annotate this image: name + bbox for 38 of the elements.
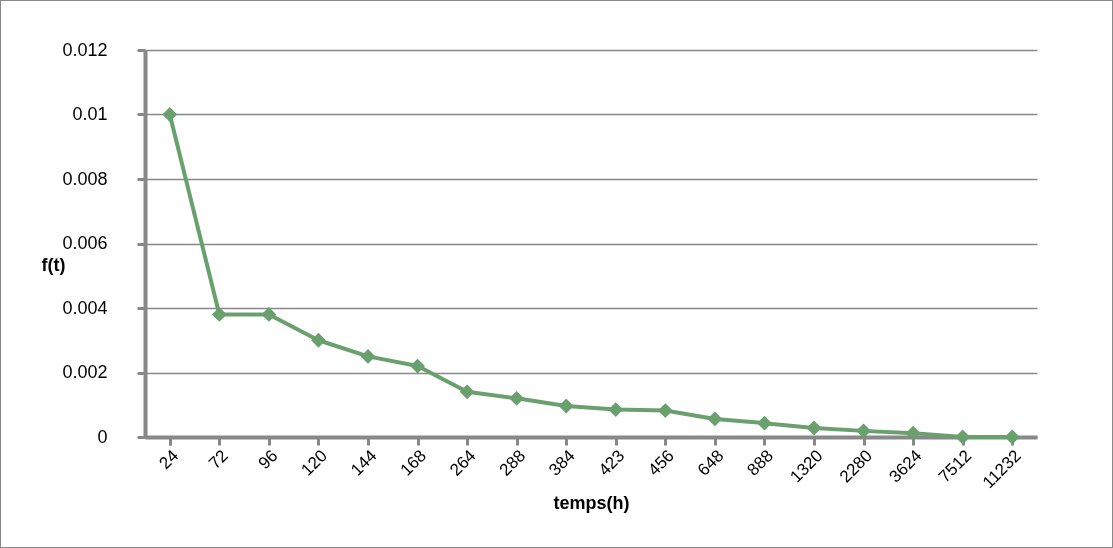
y-tick-label: 0.002	[62, 362, 108, 382]
point	[657, 403, 673, 418]
point	[261, 307, 277, 322]
x-tick-label: 384	[545, 446, 579, 480]
x-tick-label: 648	[693, 446, 728, 480]
x-tick-label: 24	[155, 446, 183, 473]
point	[211, 307, 227, 322]
y-tick-label: 0.008	[62, 168, 108, 189]
point	[162, 107, 178, 122]
y-tick-label: 0.004	[62, 297, 108, 318]
x-tick-label: 264	[446, 446, 480, 480]
point	[757, 415, 772, 431]
x-axis-title: temps(h)	[553, 493, 630, 514]
point	[707, 411, 723, 427]
x-tick-label: 168	[396, 446, 431, 480]
x-tick-label: 72	[205, 446, 232, 473]
y-axis-title: f(t)	[41, 254, 66, 275]
x-tick-label: 888	[743, 446, 777, 480]
point	[459, 384, 475, 400]
x-tick-label: 456	[644, 446, 678, 480]
x-tick-label: 144	[347, 446, 381, 480]
y-tick-label: 0.01	[72, 104, 108, 124]
x-tick-label: 423	[594, 446, 629, 480]
point	[509, 390, 525, 406]
y-tick-label: 0.012	[62, 39, 108, 60]
point	[360, 348, 376, 364]
point	[856, 423, 871, 439]
point	[905, 425, 921, 441]
point	[410, 358, 425, 374]
point	[558, 398, 574, 414]
point	[806, 420, 822, 436]
y-tick-label: 0	[97, 426, 108, 447]
x-tick-label: 96	[254, 446, 282, 473]
y-tick-label: 0.006	[62, 233, 108, 253]
point	[608, 402, 624, 417]
x-tick-label: 120	[297, 446, 331, 480]
point	[311, 332, 326, 348]
x-tick-label: 288	[495, 446, 530, 480]
